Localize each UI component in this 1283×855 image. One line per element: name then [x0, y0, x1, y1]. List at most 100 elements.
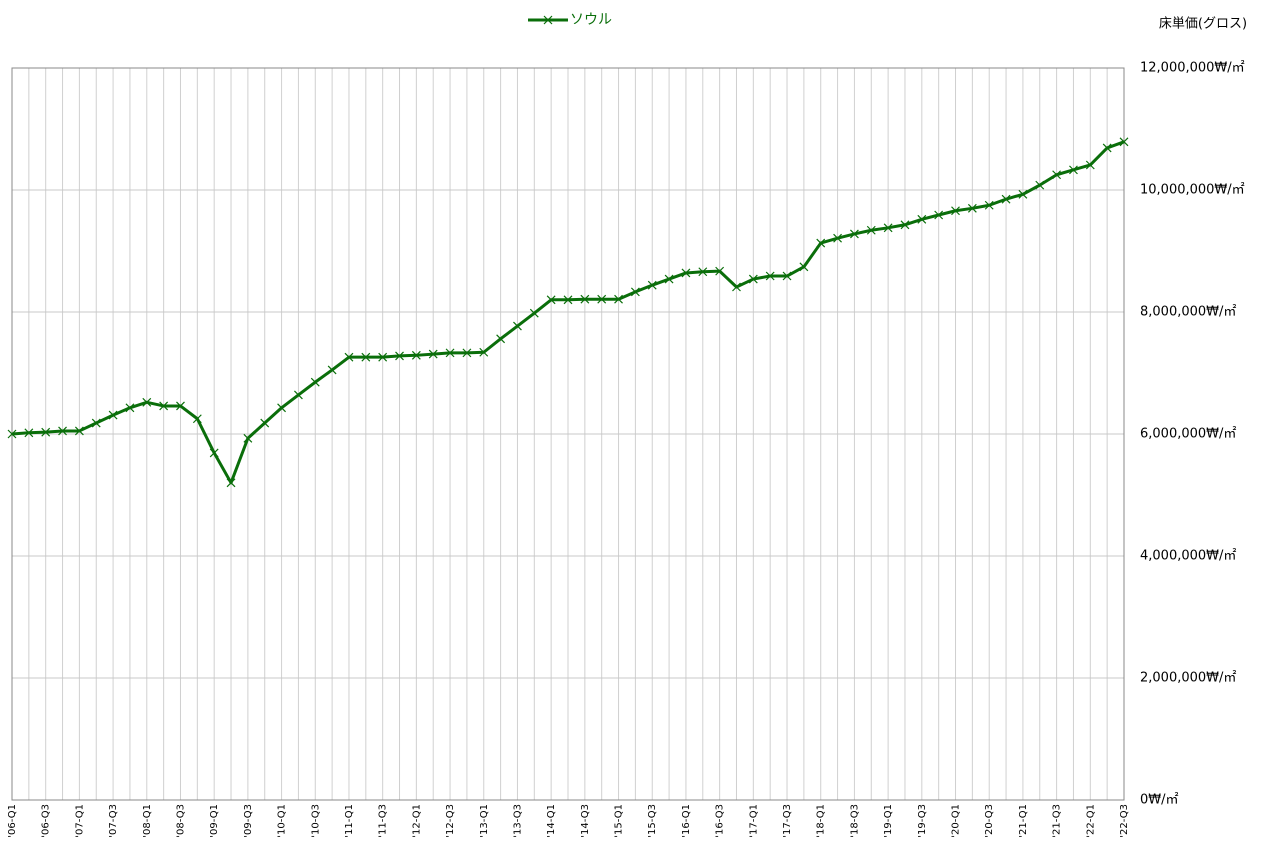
x-tick-label: '13-Q3 — [512, 804, 523, 838]
marker — [125, 403, 135, 413]
marker — [479, 347, 489, 357]
marker — [58, 426, 67, 436]
x-tick-label: '08-Q1 — [142, 804, 153, 838]
x-tick-label: '15-Q1 — [614, 804, 625, 838]
marker — [664, 274, 674, 284]
marker — [900, 220, 910, 230]
marker — [344, 352, 354, 362]
marker — [159, 401, 169, 411]
x-tick-label: '19-Q3 — [917, 804, 928, 838]
marker — [226, 478, 236, 488]
y-tick-label: 8,000,000₩/㎡ — [1140, 305, 1236, 320]
marker — [277, 403, 287, 413]
marker — [1018, 189, 1028, 199]
y-tick-label: 0₩/㎡ — [1140, 793, 1179, 808]
marker — [327, 365, 337, 375]
marker — [513, 321, 522, 331]
marker — [428, 349, 438, 359]
marker — [765, 271, 775, 281]
marker — [630, 287, 640, 297]
x-tick-label: '18-Q1 — [816, 804, 827, 838]
y-axis-title: 床単価(グロス) — [1159, 16, 1247, 32]
legend-marker — [543, 15, 553, 25]
x-tick-label: '17-Q1 — [748, 804, 759, 838]
marker — [782, 271, 792, 281]
marker — [496, 334, 506, 344]
x-tick-label: '16-Q3 — [715, 804, 726, 838]
marker — [849, 229, 859, 239]
x-tick-label: '21-Q1 — [1018, 804, 1029, 838]
x-tick-label: '21-Q3 — [1052, 804, 1063, 838]
marker — [41, 427, 51, 437]
marker — [967, 203, 977, 213]
legend-label: ソウル — [570, 12, 612, 28]
marker — [883, 223, 893, 233]
marker — [24, 428, 34, 438]
x-tick-label: '09-Q1 — [209, 804, 220, 838]
marker — [7, 429, 17, 439]
x-tick-label: '06-Q1 — [7, 804, 18, 838]
x-tick-label: '11-Q3 — [378, 804, 389, 838]
marker — [984, 200, 994, 210]
marker — [529, 308, 539, 318]
y-tick-label: 10,000,000₩/㎡ — [1140, 183, 1245, 198]
x-tick-label: '22-Q1 — [1085, 804, 1096, 838]
marker — [378, 352, 388, 362]
y-tick-label: 4,000,000₩/㎡ — [1140, 549, 1236, 564]
y-tick-label: 2,000,000₩/㎡ — [1140, 671, 1236, 686]
marker — [546, 295, 556, 305]
marker — [1001, 194, 1011, 204]
marker — [748, 274, 758, 284]
x-tick-label: '20-Q3 — [984, 804, 995, 838]
marker — [580, 294, 590, 304]
marker — [445, 348, 455, 358]
x-tick-label: '10-Q1 — [277, 804, 288, 838]
x-tick-label: '15-Q3 — [647, 804, 658, 838]
marker — [1085, 160, 1095, 170]
x-tick-label: '08-Q3 — [175, 804, 186, 838]
marker — [799, 262, 809, 272]
marker — [91, 418, 101, 428]
marker — [108, 410, 118, 420]
marker — [243, 433, 253, 443]
marker — [816, 238, 826, 248]
x-tick-label: '19-Q1 — [883, 804, 894, 838]
x-tick-label: '14-Q1 — [546, 804, 557, 838]
marker — [142, 397, 152, 407]
marker — [647, 280, 657, 290]
marker — [951, 206, 960, 216]
marker — [715, 266, 725, 276]
x-tick-label: '22-Q3 — [1119, 804, 1130, 838]
y-tick-label: 12,000,000₩/㎡ — [1140, 61, 1245, 76]
marker — [681, 268, 691, 278]
y-tick-label: 6,000,000₩/㎡ — [1140, 427, 1236, 442]
marker — [209, 448, 219, 458]
marker — [597, 294, 607, 304]
x-tick-label: '16-Q1 — [681, 804, 692, 838]
marker — [917, 214, 927, 224]
marker — [1119, 137, 1129, 147]
x-tick-label: '09-Q3 — [243, 804, 254, 838]
marker — [395, 351, 404, 361]
x-tick-label: '07-Q1 — [74, 804, 85, 838]
marker — [732, 282, 741, 292]
x-tick-label: '14-Q3 — [580, 804, 591, 838]
marker — [260, 418, 270, 428]
x-tick-label: '17-Q3 — [782, 804, 793, 838]
marker — [361, 352, 371, 362]
marker — [698, 267, 708, 277]
marker — [1102, 143, 1112, 153]
marker — [176, 401, 185, 411]
x-tick-label: '13-Q1 — [479, 804, 490, 838]
marker — [462, 348, 472, 358]
x-tick-label: '20-Q1 — [951, 804, 962, 838]
marker — [614, 294, 623, 304]
marker — [1052, 170, 1062, 180]
marker — [866, 225, 876, 235]
marker — [563, 295, 573, 305]
marker — [934, 210, 944, 220]
x-tick-label: '18-Q3 — [849, 804, 860, 838]
marker — [1069, 165, 1078, 175]
marker — [293, 390, 303, 400]
